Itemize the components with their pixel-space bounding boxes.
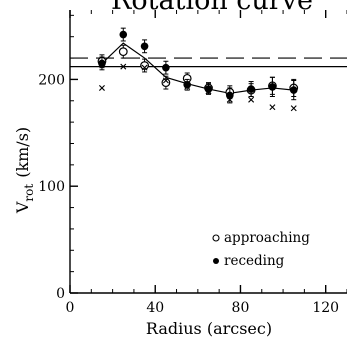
x-axis-label: Radius (arcsec) [146,319,272,338]
data-marks [70,27,347,112]
cross-point [205,88,212,95]
receding-point [119,30,128,39]
legend-label-receding: receding [224,253,285,269]
legend-label-approaching: approaching [224,230,310,246]
approaching-point [118,47,128,57]
receding-point [247,85,255,93]
x-tick-label: 0 [66,300,75,316]
x-tick-label: 120 [312,300,339,316]
receding-point [226,91,234,100]
cross-point [162,77,169,84]
legend-approaching-marker [212,234,220,242]
approaching-point [140,61,149,70]
y-tick-label: 0 [56,286,65,302]
model-curve-line [101,42,294,94]
x-tick-label: 40 [146,300,164,316]
cross-point [98,84,105,91]
cross-point [226,96,233,103]
y-axis-label-unit: (km/s) [13,127,32,178]
approaching-point [161,78,171,88]
cross-point [269,104,276,111]
receding-point [289,86,298,94]
legend-receding-marker [213,258,219,264]
y-axis-label-symbol: V [13,201,32,214]
chart-title: Rotation curve [111,0,313,16]
y-axis-label-subscript: rot [22,184,36,202]
receding-point [162,63,170,72]
axes: 0 40 80 120 0 100 200 [38,10,347,316]
cross-point [184,83,191,90]
y-tick-label: 200 [38,72,65,88]
receding-point [140,42,149,51]
legend: approaching receding [212,230,310,269]
cross-point [248,96,255,103]
receding-point [204,85,213,93]
x-tick-label: 80 [232,300,250,316]
cross-point [290,105,297,112]
cross-point [141,64,148,71]
receding-point [183,80,191,89]
cross-point [120,63,127,70]
receding-point [268,83,277,91]
receding-point [98,59,106,68]
y-tick-label: 100 [38,179,65,195]
y-axis-label: Vrot (km/s) [13,127,36,214]
